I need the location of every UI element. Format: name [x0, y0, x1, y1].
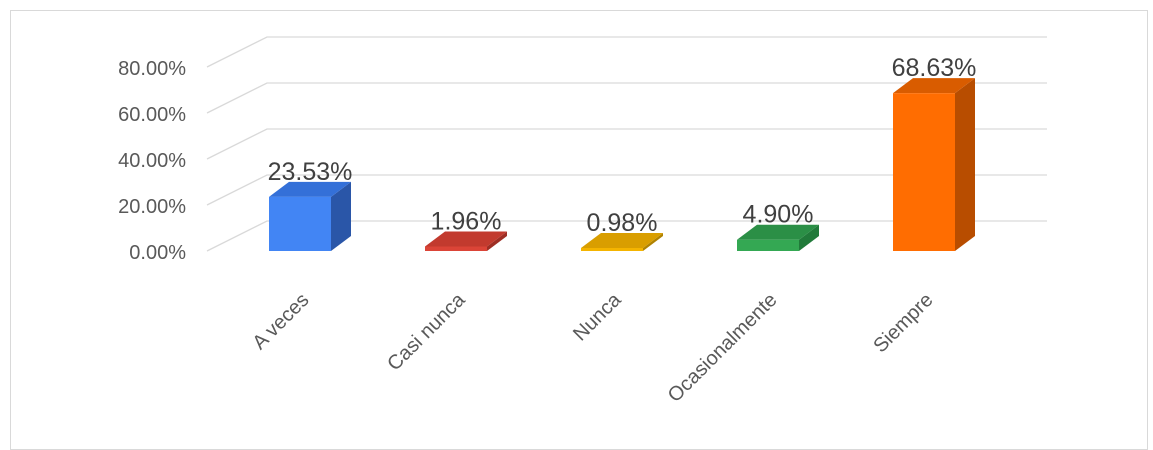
bar-side [331, 181, 351, 251]
bar [581, 233, 663, 251]
gridline [206, 82, 1047, 114]
bar-top [893, 78, 975, 94]
bar-front [737, 239, 799, 251]
bar-chart: 0.00% 20.00% 40.00% 60.00% 80.00% 23.53% 1.96… [118, 36, 1047, 407]
y-tick-label: 0.00% [129, 242, 186, 264]
bar-side [955, 78, 975, 251]
category-label: Casi nunca [383, 288, 470, 375]
data-label: 0.98% [587, 209, 658, 237]
bar-top [425, 231, 507, 247]
bar-side [487, 231, 507, 251]
bar-front [269, 196, 331, 251]
bar-front [581, 248, 643, 251]
chart-area: 0.00% 20.00% 40.00% 60.00% 80.00% 23.53% 1.96… [10, 10, 1148, 450]
category-label: Nunca [569, 288, 626, 345]
bar-side [799, 224, 819, 251]
data-label: 23.53% [268, 158, 353, 186]
bar [269, 181, 351, 251]
category-label: Siempre [869, 289, 937, 357]
bar [893, 78, 975, 251]
bar-top [737, 224, 819, 240]
data-labels: 23.53% 1.96% 0.98% 4.90% 68.63% [268, 54, 977, 237]
bar-top [269, 181, 351, 197]
y-axis-ticks: 0.00% 20.00% 40.00% 60.00% 80.00% [118, 58, 186, 264]
gridline [206, 220, 1047, 252]
y-tick-label: 80.00% [118, 58, 186, 80]
data-label: 1.96% [431, 207, 502, 235]
y-tick-label: 40.00% [118, 150, 186, 172]
gridlines [206, 36, 1047, 252]
gridline [206, 36, 1047, 68]
bar-side [643, 233, 663, 251]
bar-top [581, 233, 663, 248]
y-tick-label: 20.00% [118, 196, 186, 218]
y-tick-label: 60.00% [118, 104, 186, 126]
category-label: Ocasionalmente [664, 289, 782, 407]
data-label: 4.90% [743, 201, 814, 229]
gridline [206, 128, 1047, 160]
bars [269, 78, 975, 251]
category-label: A veces [248, 289, 313, 354]
data-label: 68.63% [892, 54, 977, 82]
bar-front [893, 93, 955, 251]
bar-front [425, 246, 487, 251]
x-axis-categories: A veces Casi nunca Nunca Ocasionalmente Siem… [248, 288, 937, 406]
bar [737, 224, 819, 251]
gridline [206, 174, 1047, 206]
bar [425, 231, 507, 251]
